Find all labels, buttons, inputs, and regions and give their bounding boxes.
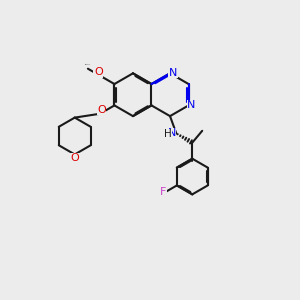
Text: O: O: [94, 68, 103, 77]
Text: methoxy: methoxy: [85, 64, 91, 65]
Text: F: F: [160, 187, 166, 197]
Text: O: O: [70, 153, 79, 163]
Text: H: H: [164, 129, 171, 139]
Text: N: N: [167, 128, 176, 138]
Text: N: N: [169, 68, 177, 78]
Text: N: N: [187, 100, 196, 110]
Text: O: O: [97, 105, 106, 115]
